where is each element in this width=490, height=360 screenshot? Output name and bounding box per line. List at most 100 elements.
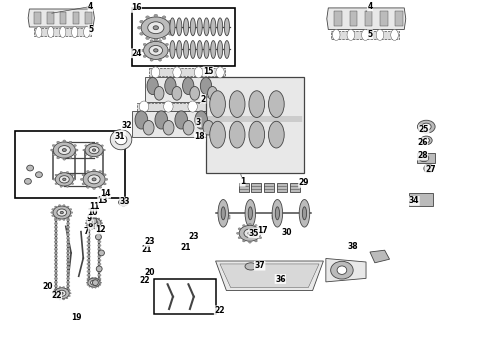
Ellipse shape — [105, 178, 108, 180]
Ellipse shape — [210, 91, 225, 117]
Ellipse shape — [54, 217, 57, 219]
Ellipse shape — [54, 270, 58, 273]
Ellipse shape — [54, 211, 58, 214]
Text: 4: 4 — [88, 2, 93, 11]
Ellipse shape — [93, 282, 95, 283]
Ellipse shape — [147, 77, 158, 95]
Ellipse shape — [54, 215, 58, 218]
Ellipse shape — [137, 26, 141, 29]
Ellipse shape — [119, 199, 128, 206]
Ellipse shape — [74, 179, 75, 180]
Ellipse shape — [54, 281, 58, 284]
Ellipse shape — [91, 280, 98, 285]
Ellipse shape — [87, 225, 91, 228]
Ellipse shape — [53, 295, 55, 297]
Ellipse shape — [96, 142, 98, 144]
Bar — [154, 279, 216, 314]
Ellipse shape — [63, 140, 66, 142]
Bar — [137, 103, 223, 111]
Ellipse shape — [261, 232, 264, 234]
Ellipse shape — [55, 174, 57, 176]
Ellipse shape — [69, 290, 71, 291]
Ellipse shape — [27, 165, 33, 171]
Ellipse shape — [66, 251, 70, 254]
Ellipse shape — [54, 255, 58, 258]
Bar — [239, 183, 248, 192]
Ellipse shape — [391, 30, 398, 40]
Ellipse shape — [245, 199, 256, 227]
Text: 15: 15 — [203, 67, 214, 76]
Ellipse shape — [63, 287, 65, 288]
Text: 34: 34 — [409, 197, 419, 205]
Text: 30: 30 — [281, 228, 292, 237]
Ellipse shape — [98, 262, 101, 265]
Ellipse shape — [58, 290, 66, 296]
Ellipse shape — [87, 251, 91, 254]
Ellipse shape — [72, 183, 74, 185]
Ellipse shape — [62, 149, 66, 152]
Ellipse shape — [165, 77, 176, 95]
Text: 18: 18 — [195, 132, 205, 141]
Ellipse shape — [216, 67, 224, 78]
Ellipse shape — [204, 18, 209, 36]
Ellipse shape — [86, 225, 88, 226]
Ellipse shape — [93, 187, 96, 189]
Bar — [15, 131, 125, 198]
Ellipse shape — [70, 215, 72, 216]
Ellipse shape — [110, 130, 132, 150]
Ellipse shape — [100, 225, 102, 226]
Polygon shape — [216, 261, 323, 291]
Ellipse shape — [195, 67, 203, 78]
Ellipse shape — [248, 232, 252, 235]
Ellipse shape — [158, 40, 162, 42]
Ellipse shape — [376, 30, 384, 40]
Ellipse shape — [197, 41, 202, 58]
Ellipse shape — [66, 274, 70, 276]
Ellipse shape — [54, 233, 58, 236]
Ellipse shape — [188, 101, 197, 112]
Ellipse shape — [331, 261, 353, 279]
Ellipse shape — [55, 183, 57, 185]
Text: 21: 21 — [142, 245, 152, 254]
Ellipse shape — [158, 59, 162, 61]
Ellipse shape — [88, 218, 90, 219]
Text: 22: 22 — [139, 276, 150, 285]
Ellipse shape — [347, 30, 355, 40]
Ellipse shape — [98, 244, 101, 247]
Ellipse shape — [66, 277, 70, 280]
Ellipse shape — [96, 234, 101, 240]
Ellipse shape — [96, 156, 98, 158]
Ellipse shape — [36, 27, 42, 37]
Text: 23: 23 — [144, 238, 155, 247]
Ellipse shape — [66, 270, 70, 273]
Ellipse shape — [229, 121, 245, 148]
Ellipse shape — [143, 55, 147, 58]
Ellipse shape — [243, 240, 245, 242]
Ellipse shape — [66, 266, 70, 269]
Text: 16: 16 — [131, 3, 142, 12]
Ellipse shape — [93, 169, 96, 171]
Ellipse shape — [87, 284, 89, 285]
Ellipse shape — [98, 225, 101, 228]
Ellipse shape — [254, 240, 257, 242]
Ellipse shape — [90, 142, 92, 144]
Ellipse shape — [249, 91, 265, 117]
Polygon shape — [327, 8, 406, 30]
Text: 9: 9 — [87, 214, 92, 223]
Ellipse shape — [67, 217, 69, 219]
Ellipse shape — [53, 179, 55, 180]
Ellipse shape — [99, 170, 102, 172]
Ellipse shape — [183, 41, 189, 58]
Text: 13: 13 — [98, 196, 108, 205]
Ellipse shape — [86, 220, 88, 221]
Ellipse shape — [53, 290, 55, 291]
Ellipse shape — [87, 270, 91, 273]
Text: 12: 12 — [95, 225, 106, 234]
Ellipse shape — [421, 123, 431, 130]
Ellipse shape — [85, 145, 87, 147]
Bar — [132, 111, 223, 137]
Ellipse shape — [183, 121, 194, 135]
Ellipse shape — [66, 237, 70, 240]
Ellipse shape — [98, 229, 101, 232]
Ellipse shape — [83, 171, 105, 188]
